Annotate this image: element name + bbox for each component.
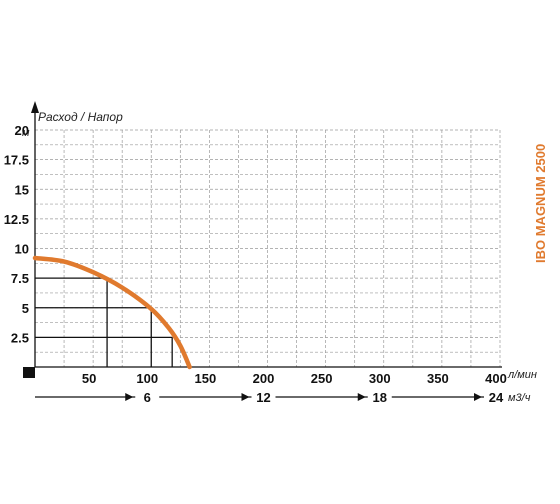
- y-tick-label: 20: [15, 123, 29, 138]
- x-axis-unit: л/мин: [507, 369, 537, 381]
- x2-axis-arrow: [474, 393, 482, 401]
- series-title: IBO MAGNUM 2500: [533, 144, 548, 263]
- x2-axis-arrow: [357, 393, 366, 401]
- y-tick-label: 2.5: [11, 330, 29, 345]
- y-tick-label: 5: [22, 301, 29, 316]
- x2-tick-bg: [135, 389, 160, 405]
- performance-curve: [32, 255, 192, 370]
- y-tick-label: 12.5: [4, 212, 29, 227]
- y-axis-arrow: [31, 101, 39, 113]
- chart-axes: [23, 101, 508, 405]
- performance-curve-group: [32, 255, 192, 370]
- x-tick-label: 50: [82, 371, 96, 386]
- x2-tick-bg: [251, 389, 276, 405]
- x2-tick-label: 18: [373, 390, 387, 405]
- x-tick-label: 200: [253, 371, 275, 386]
- y-axis-unit: м: [22, 127, 30, 139]
- x2-axis-arrow: [241, 393, 250, 401]
- x-tick-label: 100: [136, 371, 158, 386]
- x-tick-label: 250: [311, 371, 333, 386]
- axis-title: Расход / Напор: [38, 110, 123, 124]
- x2-axis-unit: м3/ч: [508, 392, 531, 404]
- y-tick-label: 7.5: [11, 271, 29, 286]
- axis-origin-marker: [23, 367, 35, 378]
- x2-tick-bg: [367, 389, 392, 405]
- x-tick-label: 150: [195, 371, 217, 386]
- chart-grid: [35, 129, 501, 367]
- y-tick-label: 17.5: [4, 153, 29, 168]
- x-tick-label: 400: [485, 371, 507, 386]
- x2-tick-bg: [484, 389, 508, 405]
- x2-tick-label: 12: [256, 390, 270, 405]
- y-tick-label: 15: [15, 182, 29, 197]
- x-tick-label: 300: [369, 371, 391, 386]
- tick-labels: 6 12 18 24 2.5 5 7.5 10 12.5 15 17.5 20 50 100 150 200 2…: [4, 123, 507, 405]
- x2-tick-label: 6: [144, 390, 151, 405]
- x-tick-label: 350: [427, 371, 449, 386]
- y-tick-label: 10: [15, 242, 29, 257]
- reference-lines: [35, 277, 173, 367]
- x2-tick-label: 24: [489, 390, 504, 405]
- x2-axis-arrow: [125, 393, 134, 401]
